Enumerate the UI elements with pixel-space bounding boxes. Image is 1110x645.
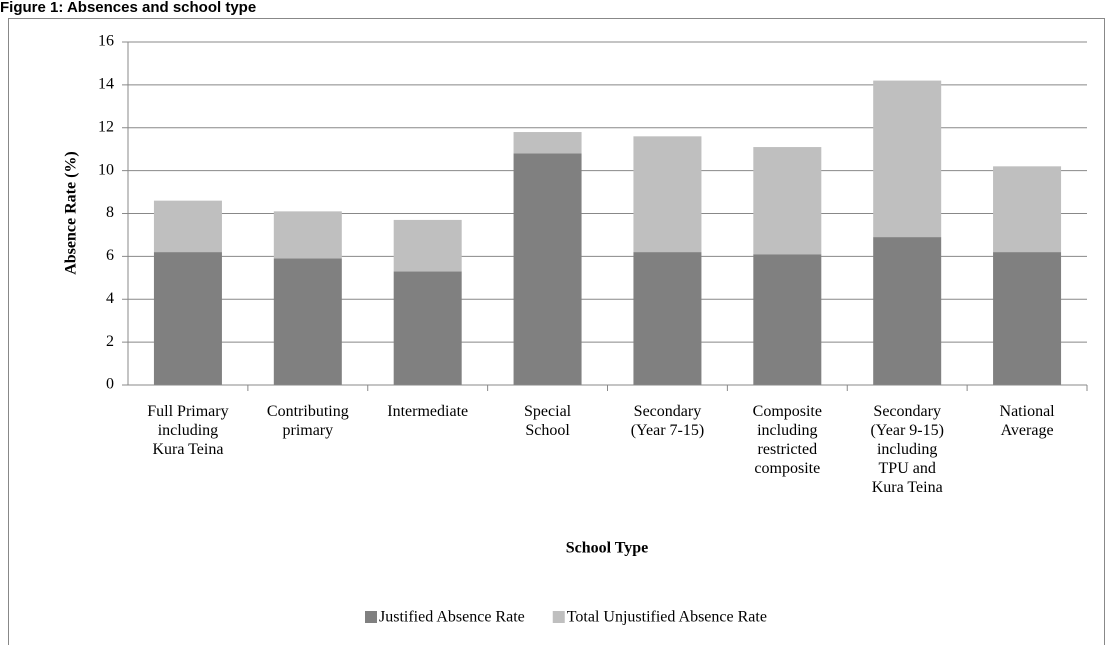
y-tick-label: 10	[98, 161, 114, 178]
bar-segment	[393, 219, 462, 272]
bar-segment	[273, 258, 342, 385]
bar-segment	[753, 147, 822, 255]
x-tick-label: Intermediate	[387, 403, 468, 420]
bar-segment	[873, 237, 942, 385]
legend-swatch	[552, 611, 565, 623]
bar-segment	[513, 132, 582, 154]
x-axis-title: School Type	[566, 540, 649, 557]
y-tick-label: 4	[106, 290, 114, 307]
bar-segment	[513, 153, 582, 385]
bar-segment	[393, 271, 462, 385]
bar-segment	[153, 200, 222, 253]
x-tick-label: Secondary (Year 9-15) including TPU and Kura…	[870, 403, 943, 496]
bar-segment	[153, 252, 222, 385]
y-tick-label: 2	[106, 333, 114, 350]
x-tick-label: Special School	[524, 403, 572, 439]
x-tick-label: Contributing primary	[267, 403, 349, 439]
chart-border	[8, 18, 1105, 645]
y-tick-label: 8	[106, 204, 114, 221]
bar-segment	[633, 252, 702, 385]
figure-title: Figure 1: Absences and school type	[0, 0, 256, 16]
x-tick-label: Secondary (Year 7-15)	[631, 403, 704, 439]
bar-segment	[993, 252, 1062, 385]
y-tick-label: 0	[106, 376, 114, 393]
x-tick-label: National Average	[1000, 403, 1056, 439]
y-tick-label: 6	[106, 247, 114, 264]
bar-segment	[873, 80, 942, 238]
y-axis-title: Absence Rate (%)	[63, 151, 80, 275]
y-tick-label: 16	[98, 33, 114, 50]
y-tick-label: 14	[98, 76, 114, 93]
x-tick-label: Full Primary including Kura Teina	[147, 403, 228, 458]
y-tick-label: 12	[98, 118, 114, 135]
bar-segment	[273, 211, 342, 259]
legend-label: Justified Absence Rate	[379, 609, 525, 626]
bar-segment	[633, 136, 702, 253]
bar-segment	[993, 166, 1062, 253]
legend-swatch	[365, 611, 377, 623]
bar-segment	[753, 254, 822, 385]
x-tick-label: Composite including restricted composite	[753, 403, 822, 477]
legend-label: Total Unjustified Absence Rate	[567, 609, 767, 626]
